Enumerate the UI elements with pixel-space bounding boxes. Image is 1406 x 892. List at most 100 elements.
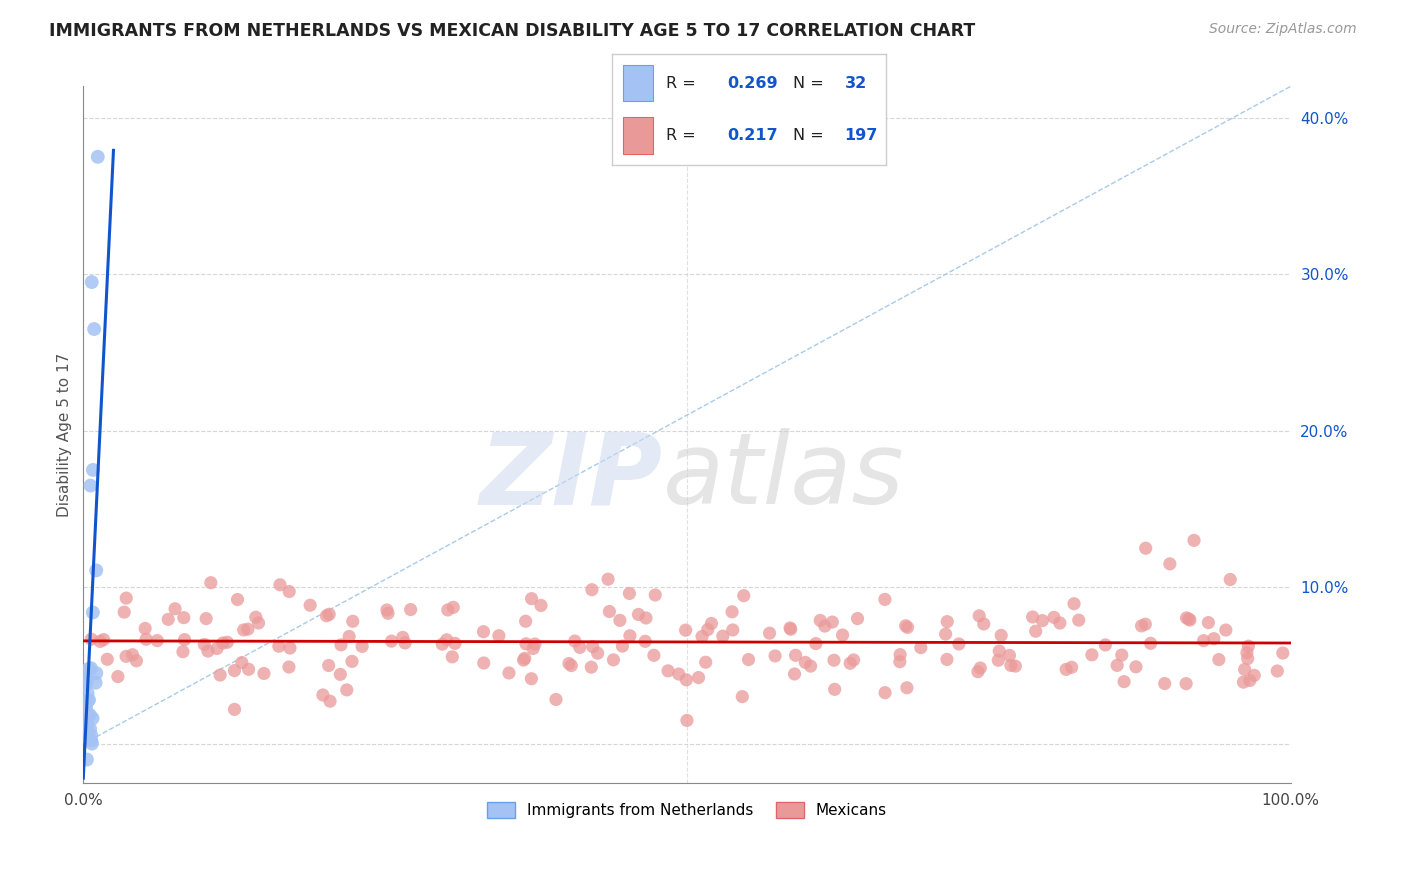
Point — [696, 623, 718, 637]
Point — [520, 672, 543, 686]
Point — [352, 640, 374, 654]
Point — [394, 636, 416, 650]
Point — [564, 634, 586, 648]
Point — [1130, 619, 1153, 633]
Point — [82, 463, 104, 477]
Point — [76, 730, 98, 744]
Point — [800, 659, 823, 673]
Point — [634, 634, 657, 648]
Point — [312, 688, 335, 702]
Bar — [623, 117, 652, 154]
Point — [165, 601, 187, 615]
Point — [205, 641, 228, 656]
Point — [236, 622, 259, 636]
Point — [488, 629, 510, 643]
Point — [278, 584, 301, 599]
Point — [758, 626, 780, 640]
Text: 197: 197 — [845, 128, 877, 143]
Point — [688, 671, 710, 685]
Point — [581, 582, 603, 597]
Point — [224, 664, 246, 678]
Point — [1025, 624, 1047, 639]
Text: 0.217: 0.217 — [727, 128, 778, 143]
Point — [512, 653, 534, 667]
Point — [73, 666, 96, 681]
Point — [84, 563, 107, 577]
Point — [238, 662, 260, 676]
Point — [84, 675, 107, 690]
Point — [522, 641, 544, 656]
Point — [558, 657, 581, 671]
Point — [115, 649, 138, 664]
Point — [77, 694, 100, 708]
Point — [973, 617, 995, 632]
Point — [821, 615, 844, 629]
Point — [560, 658, 582, 673]
Point — [990, 628, 1012, 642]
Point — [779, 621, 801, 635]
Point — [391, 631, 413, 645]
Point — [1081, 648, 1104, 662]
Point — [634, 611, 657, 625]
Point — [894, 619, 917, 633]
Point — [998, 648, 1021, 663]
Point — [107, 669, 129, 683]
Point — [644, 588, 666, 602]
Point — [935, 627, 957, 641]
Point — [193, 638, 215, 652]
Point — [93, 632, 115, 647]
Point — [1182, 533, 1205, 548]
Point — [1060, 660, 1083, 674]
Point — [873, 686, 896, 700]
Point — [1271, 646, 1294, 660]
Point — [737, 652, 759, 666]
Point — [299, 599, 322, 613]
Text: atlas: atlas — [662, 428, 904, 525]
Point — [278, 640, 301, 655]
Point — [212, 636, 235, 650]
Point — [763, 648, 786, 663]
Point — [315, 608, 337, 623]
Point — [967, 608, 990, 623]
Point — [530, 599, 553, 613]
Point — [523, 637, 546, 651]
Point — [73, 716, 96, 731]
Point — [846, 611, 869, 625]
Legend: Immigrants from Netherlands, Mexicans: Immigrants from Netherlands, Mexicans — [481, 796, 893, 824]
Point — [733, 589, 755, 603]
Point — [80, 728, 103, 742]
Point — [80, 632, 103, 647]
Point — [253, 666, 276, 681]
Point — [79, 722, 101, 736]
Point — [1215, 623, 1237, 637]
Point — [896, 620, 918, 634]
Point — [226, 592, 249, 607]
Point — [134, 622, 156, 636]
Point — [318, 658, 340, 673]
Point — [224, 702, 246, 716]
Point — [612, 639, 634, 653]
Point — [83, 322, 105, 336]
Point — [1236, 646, 1258, 660]
Point — [783, 667, 806, 681]
Point — [967, 665, 990, 679]
Point — [794, 656, 817, 670]
Point — [1000, 658, 1022, 673]
Point — [1236, 651, 1258, 665]
Point — [82, 711, 104, 725]
Text: N =: N = — [793, 76, 828, 91]
Point — [711, 629, 734, 643]
Point — [75, 706, 97, 720]
Point — [1021, 610, 1043, 624]
Point — [695, 655, 717, 669]
Point — [75, 677, 97, 691]
Text: R =: R = — [666, 128, 702, 143]
Point — [1135, 541, 1157, 556]
Point — [96, 652, 118, 666]
Point — [245, 610, 267, 624]
Point — [1111, 648, 1133, 662]
Point — [436, 632, 458, 647]
Point — [200, 575, 222, 590]
Point — [80, 275, 103, 289]
Point — [80, 733, 103, 747]
